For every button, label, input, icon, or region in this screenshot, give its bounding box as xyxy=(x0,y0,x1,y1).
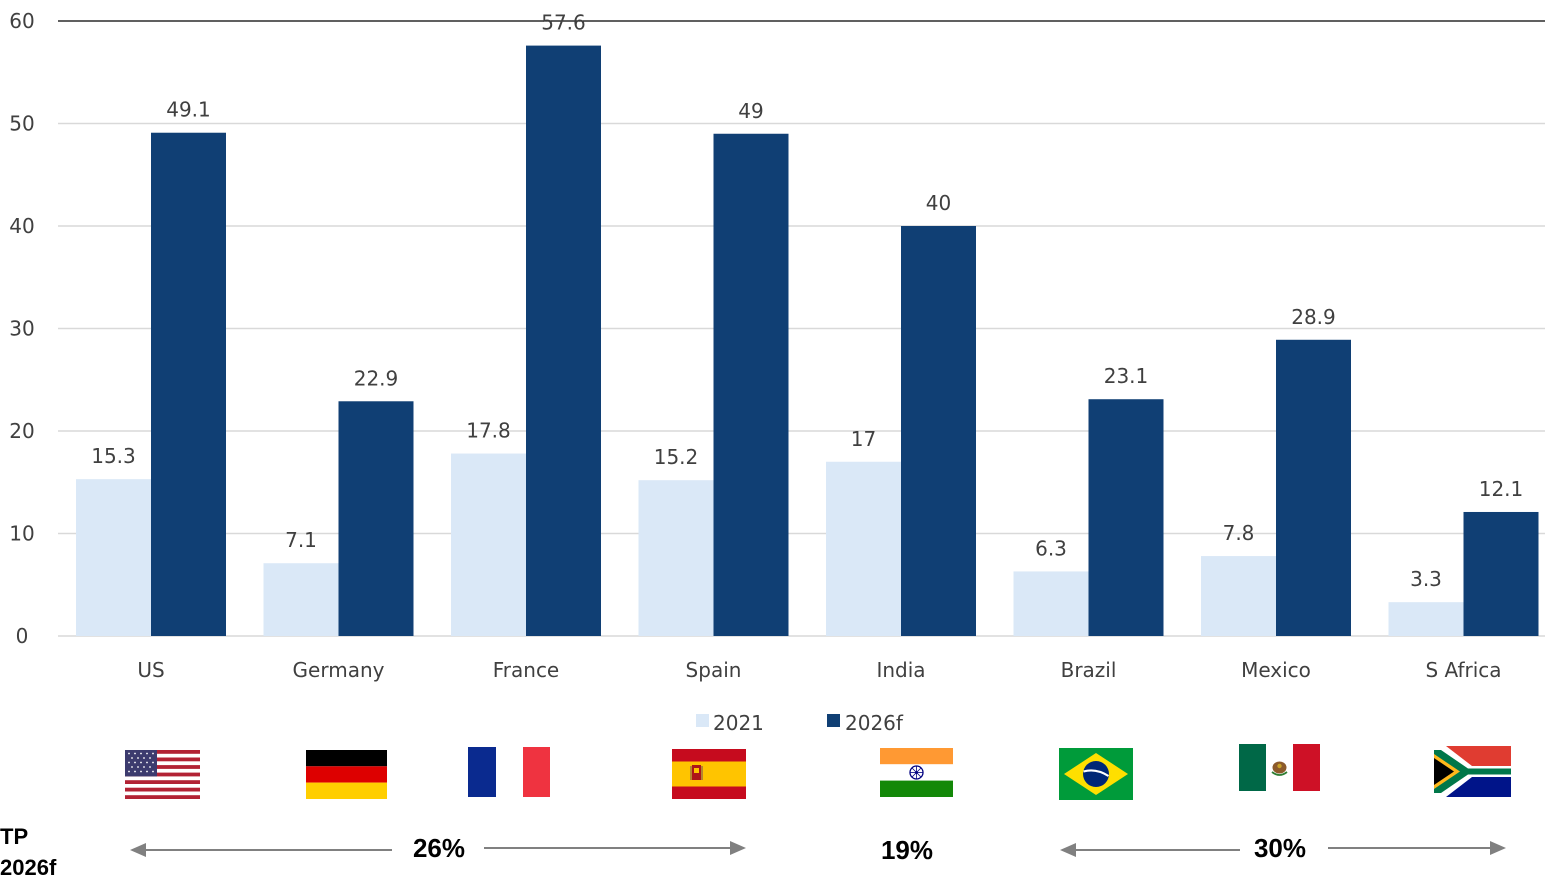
y-tick-label: 40 xyxy=(9,214,34,238)
bar-2021-france xyxy=(451,453,526,636)
y-tick-label: 20 xyxy=(9,419,34,443)
y-tick-label: 30 xyxy=(9,317,34,341)
x-tick-label: Mexico xyxy=(1241,658,1311,682)
cagr-label-3: 30% xyxy=(1254,833,1306,863)
data-label: 7.1 xyxy=(285,528,317,552)
x-tick-label: US xyxy=(137,658,164,682)
x-tick-label: Spain xyxy=(686,658,742,682)
data-label: 28.9 xyxy=(1291,305,1336,329)
india-flag xyxy=(880,748,953,797)
bar-2021-spain xyxy=(638,480,714,636)
legend-label-2021: 2021 xyxy=(713,711,764,735)
data-label: 17 xyxy=(851,427,876,451)
south-africa-flag xyxy=(1434,746,1511,797)
data-label: 23.1 xyxy=(1104,364,1149,388)
bar-2021-germany xyxy=(263,563,339,636)
legend-swatch-2026f xyxy=(827,714,840,727)
y-tick-label: 0 xyxy=(16,624,29,648)
x-tick-label: France xyxy=(493,658,560,682)
side-label-line-2: 2026f xyxy=(0,855,57,880)
data-label: 15.2 xyxy=(654,445,699,469)
bar-2021-india xyxy=(826,461,901,636)
cagr-label-1: 26% xyxy=(413,833,465,863)
x-tick-label: S Africa xyxy=(1425,658,1501,682)
side-label-line-1: TP xyxy=(0,824,28,849)
x-tick-label: Germany xyxy=(293,658,385,682)
data-label: 49.1 xyxy=(166,98,211,122)
legend-label-2026f: 2026f xyxy=(845,711,904,735)
data-label: 3.3 xyxy=(1410,567,1442,591)
data-label: 57.6 xyxy=(541,11,586,35)
spain-flag xyxy=(672,749,746,799)
data-label: 12.1 xyxy=(1479,477,1524,501)
flags-row xyxy=(125,744,1511,800)
data-label: 17.8 xyxy=(466,419,511,443)
data-label: 40 xyxy=(926,191,951,215)
cagr-label-2: 19% xyxy=(881,835,933,865)
us-flag xyxy=(125,750,200,799)
bar-2026f-us xyxy=(151,132,226,636)
bar-2021-brazil xyxy=(1013,571,1089,636)
data-labels: 15.3 49.1 7.1 22.9 17.8 57.6 15.2 49 17 40 6.3 23.1… xyxy=(91,11,1523,592)
bar-2021-us xyxy=(76,479,151,636)
data-label: 49 xyxy=(738,99,763,123)
x-tick-label: Brazil xyxy=(1061,658,1117,682)
france-flag xyxy=(468,747,550,797)
bar-2026f-spain xyxy=(713,133,789,636)
brazil-flag xyxy=(1059,748,1133,800)
bar-2021-s-africa xyxy=(1388,602,1464,636)
bar-2026f-mexico xyxy=(1276,339,1351,636)
cagr-annotations: 26% 19% 30% xyxy=(130,833,1506,865)
legend: 2021 2026f xyxy=(696,711,904,735)
cagr-group-2: 19% xyxy=(881,835,933,865)
legend-swatch-2021 xyxy=(696,714,709,727)
y-tick-label: 60 xyxy=(9,9,34,33)
bar-2026f-france xyxy=(526,45,601,637)
x-tick-label: India xyxy=(876,658,925,682)
cagr-group-1: 26% xyxy=(130,833,746,863)
gridlines xyxy=(58,20,1545,637)
data-label: 6.3 xyxy=(1035,536,1067,560)
y-tick-label: 50 xyxy=(9,112,34,136)
germany-flag xyxy=(306,750,387,799)
cagr-group-3: 30% xyxy=(1060,833,1506,863)
bar-2026f-germany xyxy=(338,401,414,636)
bars xyxy=(76,45,1539,637)
bar-2021-mexico xyxy=(1201,556,1276,636)
data-label: 22.9 xyxy=(354,366,399,390)
data-label: 15.3 xyxy=(91,444,136,468)
mexico-flag xyxy=(1239,744,1320,791)
y-axis: 0 10 20 30 40 50 60 xyxy=(9,9,34,648)
x-axis: US Germany France Spain India Brazil Mexico S A… xyxy=(137,658,1501,682)
data-label: 7.8 xyxy=(1223,521,1255,545)
bar-2026f-s-africa xyxy=(1463,511,1539,636)
bar-2026f-brazil xyxy=(1088,399,1164,636)
bar-2026f-india xyxy=(901,226,976,636)
y-tick-label: 10 xyxy=(9,522,34,546)
